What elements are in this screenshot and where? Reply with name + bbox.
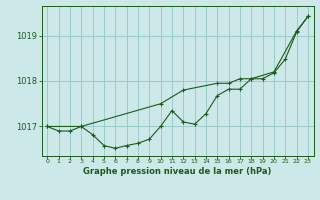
X-axis label: Graphe pression niveau de la mer (hPa): Graphe pression niveau de la mer (hPa) bbox=[84, 167, 272, 176]
